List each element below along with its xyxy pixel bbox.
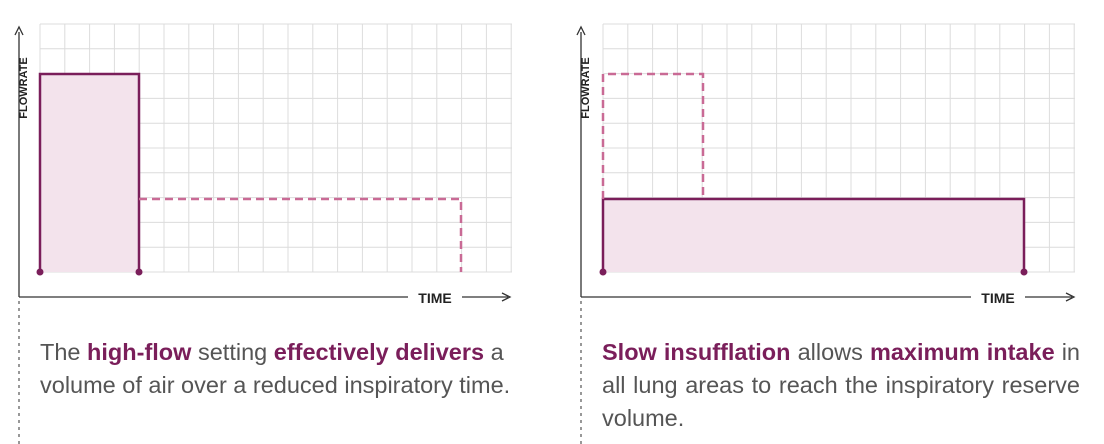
filled-flow-area-right xyxy=(603,199,1024,272)
start-point-right xyxy=(599,268,607,276)
caption-emphasis: Slow insufflation xyxy=(602,339,791,365)
caption-emphasis: high-flow xyxy=(87,339,192,365)
dashed-flow-curve-left xyxy=(139,197,463,272)
end-point-right xyxy=(1020,268,1028,276)
grid-left xyxy=(39,23,512,273)
caption-text: setting xyxy=(191,339,274,365)
caption-right: Slow insufflation allows maximum intake … xyxy=(602,336,1080,435)
caption-text: allows xyxy=(790,339,870,365)
y-axis-arrow-right xyxy=(576,25,586,36)
caption-text: a volume of air over a reduced inspirato… xyxy=(40,339,511,398)
end-point-left xyxy=(135,268,143,276)
y-axis-label-left: FLOWRATE xyxy=(18,57,30,119)
x-axis-label-right: TIME xyxy=(981,290,1014,306)
x-axis-arrow-left xyxy=(501,292,512,302)
x-axis-arrow-right xyxy=(1065,292,1076,302)
caption-emphasis: maximum intake xyxy=(869,339,1055,365)
x-axis-label-left: TIME xyxy=(418,290,451,306)
panel-slow-insufflation: FLOWRATE TIME xyxy=(576,23,1076,444)
y-axis-arrow-left xyxy=(14,25,24,36)
dashed-flow-curve-right xyxy=(601,72,705,199)
solid-flow-curve-left xyxy=(38,72,141,272)
caption-text: The xyxy=(40,339,88,365)
solid-flow-curve-right xyxy=(601,197,1026,272)
caption-text: in all lung areas to reach the inspirato… xyxy=(602,339,1080,431)
y-axis-label-right: FLOWRATE xyxy=(580,57,592,119)
caption-left: The high-flow setting effectively delive… xyxy=(40,336,515,402)
panel-high-flow: FLOWRATE TIME xyxy=(14,23,512,444)
caption-emphasis: effectively delivers xyxy=(273,339,485,365)
start-point-left xyxy=(36,268,44,276)
filled-flow-area-left xyxy=(40,74,139,272)
